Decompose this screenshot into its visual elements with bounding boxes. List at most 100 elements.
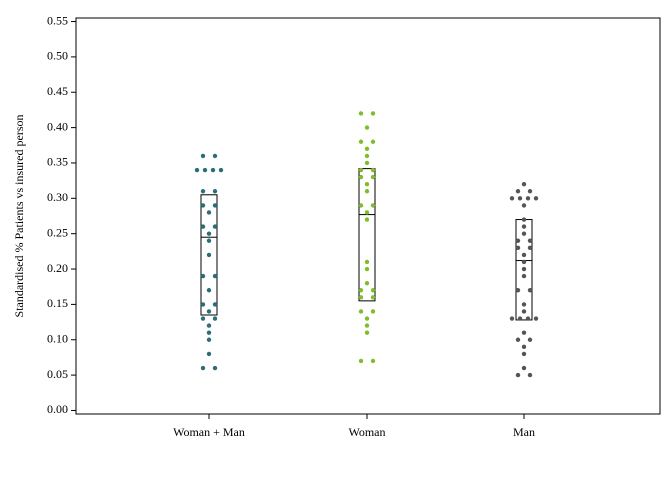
- data-point: [521, 309, 527, 314]
- data-point: [200, 273, 206, 279]
- x-tick-label: Woman: [348, 425, 385, 439]
- y-tick-label: 0.20: [47, 261, 68, 275]
- data-point: [212, 224, 218, 229]
- x-tick-label: Woman + Man: [173, 425, 245, 439]
- data-point: [521, 302, 527, 307]
- data-point: [358, 203, 364, 208]
- data-point: [525, 316, 531, 321]
- data-point: [515, 288, 521, 293]
- x-tick-label: Man: [513, 425, 535, 439]
- data-point: [364, 259, 370, 265]
- data-point: [364, 330, 370, 335]
- data-point: [370, 111, 376, 116]
- data-point: [527, 337, 533, 342]
- data-point: [212, 203, 218, 208]
- data-point: [364, 217, 370, 222]
- data-point: [521, 217, 527, 222]
- data-point: [206, 330, 212, 335]
- data-point: [206, 252, 212, 258]
- data-point: [206, 351, 212, 357]
- data-point: [515, 238, 521, 243]
- data-point: [206, 337, 212, 342]
- data-point: [200, 189, 206, 194]
- data-point: [370, 203, 376, 208]
- plot-frame: [75, 17, 661, 415]
- y-tick-label: 0.40: [47, 119, 68, 133]
- data-point: [521, 330, 527, 335]
- data-point: [515, 245, 521, 251]
- box: [358, 168, 376, 302]
- data-point: [206, 309, 212, 314]
- data-point: [521, 266, 527, 272]
- data-point: [364, 146, 370, 152]
- data-point: [200, 302, 206, 307]
- data-point: [517, 196, 523, 201]
- data-point: [521, 273, 527, 279]
- data-point: [364, 210, 370, 215]
- y-tick-label: 0.15: [47, 296, 68, 310]
- data-point: [364, 323, 370, 328]
- y-tick-label: 0.45: [47, 84, 68, 98]
- data-point: [194, 167, 200, 173]
- data-point: [521, 252, 527, 258]
- data-point: [200, 224, 206, 229]
- data-point: [358, 295, 364, 300]
- data-point: [521, 203, 527, 208]
- data-point: [200, 203, 206, 208]
- data-point: [364, 280, 370, 286]
- data-point: [521, 259, 527, 265]
- data-point: [370, 288, 376, 293]
- data-point: [206, 210, 212, 215]
- data-point: [200, 365, 206, 371]
- data-point: [364, 266, 370, 272]
- data-point: [521, 344, 527, 350]
- y-tick-label: 0.05: [47, 367, 68, 381]
- y-tick-label: 0.25: [47, 225, 68, 239]
- data-point: [527, 372, 533, 378]
- data-point: [212, 302, 218, 307]
- data-point: [206, 231, 212, 236]
- data-point: [218, 167, 224, 173]
- y-axis-label: Standardised % Patients vs insured perso…: [12, 115, 26, 318]
- data-point: [212, 153, 218, 159]
- y-tick-label: 0.55: [47, 13, 68, 27]
- data-point: [206, 288, 212, 293]
- data-point: [364, 160, 370, 166]
- y-tick-label: 0.10: [47, 332, 68, 346]
- data-point: [533, 196, 539, 201]
- y-tick-label: 0.50: [47, 49, 68, 63]
- data-point: [212, 273, 218, 279]
- data-point: [521, 231, 527, 236]
- data-point: [509, 196, 515, 201]
- data-point: [521, 365, 527, 371]
- data-point: [212, 365, 218, 371]
- data-point: [358, 309, 364, 314]
- data-point: [364, 189, 370, 194]
- data-point: [521, 351, 527, 357]
- data-point: [358, 111, 364, 116]
- data-point: [370, 309, 376, 314]
- data-point: [358, 139, 364, 144]
- y-tick-label: 0.30: [47, 190, 68, 204]
- data-point: [370, 295, 376, 300]
- data-point: [210, 167, 216, 173]
- data-point: [364, 153, 370, 159]
- data-point: [370, 174, 376, 180]
- data-point: [358, 288, 364, 293]
- data-point: [370, 139, 376, 144]
- data-point: [364, 316, 370, 321]
- data-point: [525, 196, 531, 201]
- data-point: [515, 337, 521, 342]
- data-point: [527, 288, 533, 293]
- data-point: [515, 372, 521, 378]
- data-point: [527, 238, 533, 243]
- data-point: [533, 316, 539, 321]
- data-point: [521, 224, 527, 229]
- data-point: [521, 181, 527, 187]
- y-tick-label: 0.00: [47, 402, 68, 416]
- data-point: [358, 174, 364, 180]
- box: [200, 194, 218, 316]
- data-point: [200, 316, 206, 321]
- data-point: [206, 323, 212, 328]
